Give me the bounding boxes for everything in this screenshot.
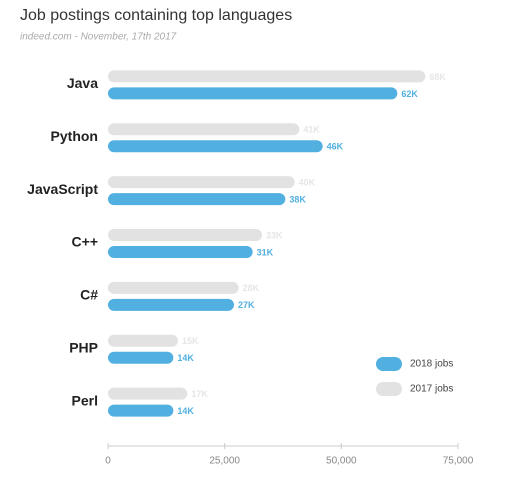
value-label: 46K [327, 142, 344, 152]
category-label: C++ [72, 234, 98, 250]
value-label: 68K [429, 72, 446, 82]
category-label: Java [67, 75, 98, 91]
bar [108, 193, 286, 206]
value-label: 17K [191, 389, 208, 399]
chart-title: Job postings containing top languages [20, 7, 292, 24]
value-label: 28K [243, 283, 260, 293]
value-label: 31K [257, 247, 274, 257]
bar [108, 176, 295, 189]
category-label: Perl [72, 392, 98, 408]
bar [108, 246, 253, 258]
chart-subtitle: indeed.com - November, 17th 2017 [20, 32, 177, 43]
bar [108, 351, 174, 364]
x-tick-label: 25,000 [209, 456, 240, 467]
value-label: 41K [303, 125, 320, 135]
bar [108, 123, 300, 136]
x-tick-label: 75,000 [443, 456, 474, 467]
bar [108, 87, 398, 100]
category-label: C# [80, 287, 98, 303]
legend-label: 2018 jobs [410, 359, 453, 370]
bar [108, 70, 426, 83]
legend-label: 2017 jobs [410, 384, 453, 395]
value-label: 27K [238, 300, 255, 310]
category-label: Python [51, 128, 98, 144]
bar [108, 404, 174, 417]
x-tick-label: 50,000 [326, 456, 357, 467]
bar [108, 334, 178, 347]
legend-swatch [376, 382, 402, 396]
category-label: JavaScript [27, 181, 98, 197]
bar [108, 387, 188, 400]
bar [108, 298, 234, 311]
value-label: 14K [177, 353, 194, 363]
bar [108, 281, 239, 294]
category-label: PHP [69, 339, 98, 355]
bar [108, 140, 323, 153]
legend-swatch [376, 357, 402, 371]
value-label: 15K [182, 336, 199, 346]
value-label: 33K [266, 230, 283, 240]
value-label: 40K [299, 178, 316, 188]
value-label: 14K [177, 406, 194, 416]
bar [108, 229, 262, 241]
value-label: 38K [289, 195, 306, 205]
x-tick-label: 0 [105, 456, 111, 467]
value-label: 62K [401, 89, 418, 99]
